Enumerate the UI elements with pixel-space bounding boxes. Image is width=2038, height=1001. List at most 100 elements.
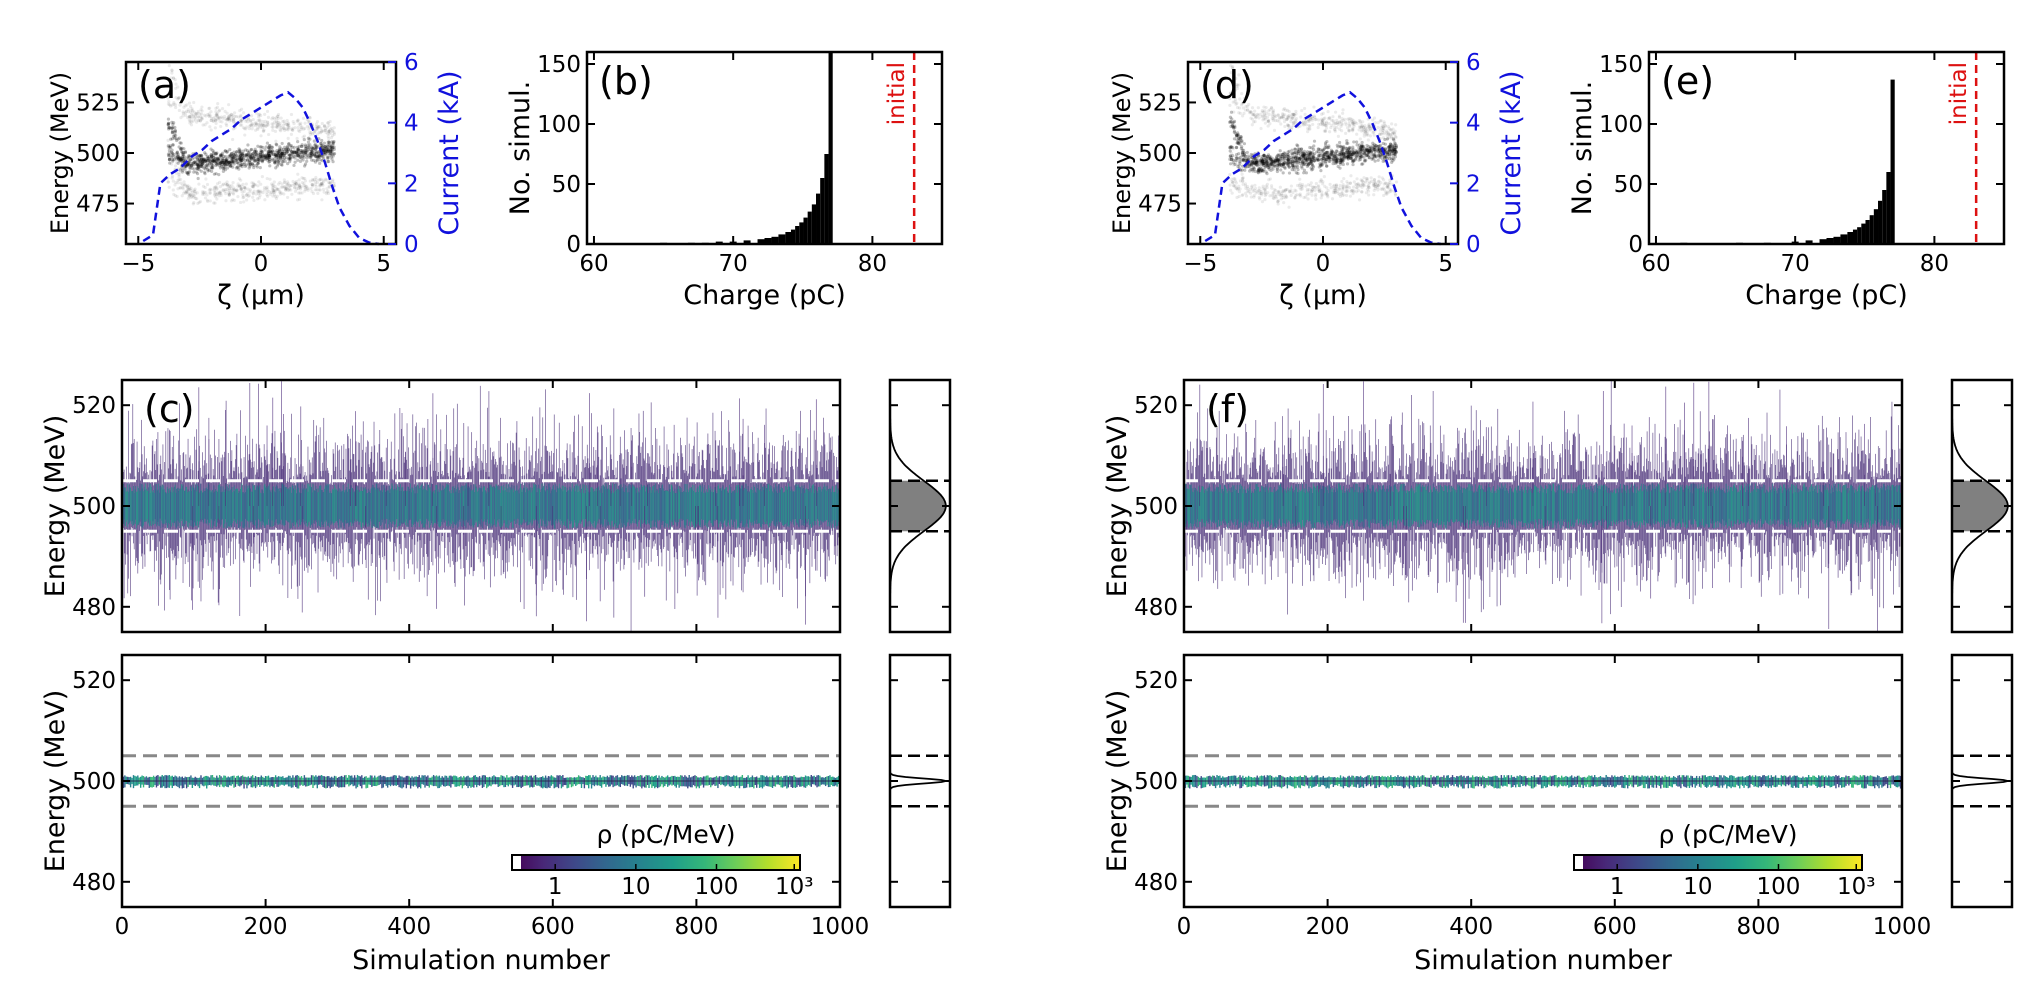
panel-d-particle [1295,143,1299,147]
panel-a-particle [244,148,248,152]
panel-d-particle [1234,186,1238,190]
panel-a-particle [266,194,270,198]
panel-a-particle [287,142,291,146]
panel-a-particle [188,158,192,162]
panel-a-particle [182,105,186,109]
panel-d-particle [1368,180,1372,184]
panel-d-particle [1243,108,1248,112]
panel-a-particle [190,120,194,124]
panel-d-particle [1283,166,1287,170]
panel-a-particle [187,153,191,158]
panel-a-particle [185,163,190,167]
panel-a-particle [314,149,318,154]
panel-a-particle [286,121,290,125]
panel-a-particle [275,143,279,147]
panel-a-particle [247,153,251,158]
panel-a-particle [302,184,306,188]
panel-a-particle [198,200,203,204]
panel-a-particle [286,157,291,161]
panel-d-particle [1230,153,1235,158]
panel-a-particle [317,178,322,182]
panel-a-particle [269,151,274,156]
panel-a-particle [238,154,242,158]
panel-d-particle [1371,131,1375,135]
panel-a-particle [292,163,296,168]
panel-d-particle [1277,116,1282,120]
panel-a-particle [194,170,198,174]
panel-a-particle [211,151,216,155]
panel-a-particle [209,118,213,123]
panel-a-particle [271,191,275,195]
panel-a-particle [211,119,216,123]
panel-a-particle [197,159,201,163]
panel-a-particle [304,184,308,189]
panel-a-particle [277,155,281,159]
panel-a-particle [202,113,207,117]
panel-a-particle [273,153,278,157]
panel-a-particle [181,114,185,118]
panel-a-particle [197,182,201,186]
panel-a-particle [198,154,202,158]
panel-d-particle [1302,156,1306,160]
panel-d-particle [1340,122,1344,126]
panel-d-particle [1341,162,1345,167]
panel-a-particle [313,147,318,151]
panel-a-particle [224,191,228,196]
panel-a-particle [309,154,313,158]
panel-a-particle [263,154,267,158]
panel-a-particle [203,185,207,190]
panel-b-bar [757,239,765,244]
panel-d-particle [1263,117,1268,121]
panel-a-particle [310,132,315,136]
panel-a-particle [288,153,292,157]
panel-a-particle [284,188,288,192]
panel-a-particle [254,192,258,196]
panel-d-particle [1235,145,1239,149]
panel-a-particle [169,76,173,80]
panel-a-particle [305,187,309,191]
panel-a-particle [222,166,226,171]
panel-a-particle [274,125,278,129]
panel-a-particle [168,89,172,93]
panel-a-particle [298,148,303,153]
panel-a-particle [214,172,218,176]
panel-a-particle [319,154,323,158]
panel-a-particle [310,149,314,153]
panel-d-particle [1308,124,1312,128]
panel-a-particle [230,112,234,117]
panel-a-particle [254,158,258,162]
panel-a-particle [314,151,319,155]
panel-d-particle [1271,110,1275,114]
panel-d-particle [1260,159,1264,163]
panel-a-particle [295,187,299,191]
panel-a-particle [301,149,305,153]
panel-a-particle [308,151,313,156]
panel-a-particle [197,157,201,161]
panel-d-particle [1320,193,1324,198]
panel-a-particle [293,181,297,185]
panel-d-particle [1322,153,1327,157]
panel-a-particle [281,126,286,130]
panel-a-particle [193,190,197,194]
panel-a-particle [214,121,218,125]
panel-a-particle [329,148,333,152]
panel-a-particle [288,148,293,152]
panel-a-particle [261,190,265,195]
panel-d-particle [1372,146,1376,150]
panel-a-particle [209,147,213,151]
panel-a-particle [208,125,212,129]
panel-a-particle [211,159,215,163]
panel-a-particle [284,122,288,126]
panel-d-particle [1289,117,1293,121]
panel-a-particle [219,152,223,157]
panel-d-particle [1330,150,1335,154]
panel-a-particle [221,188,225,192]
panel-a-particle [315,128,319,132]
panel-d-particle [1382,182,1386,186]
panel-a-particle [285,118,289,123]
panel-a-particle [292,150,296,154]
panel-a-particle [308,143,312,147]
panel-d-particle [1385,184,1390,189]
panel-a-particle [318,158,322,162]
panel-d-particle [1264,156,1268,160]
